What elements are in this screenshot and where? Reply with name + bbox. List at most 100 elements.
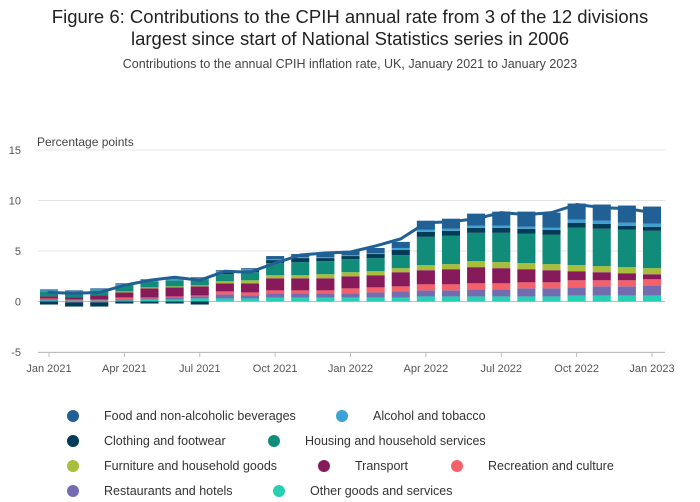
bar-segment	[215, 281, 234, 284]
bar-segment	[291, 262, 310, 276]
bar-segment	[316, 290, 335, 294]
bar-segment	[140, 299, 159, 302]
bar-segment	[441, 228, 461, 231]
y-axis-label: Percentage points	[37, 135, 134, 149]
bar-segment	[492, 232, 511, 263]
bar-segment	[517, 288, 536, 297]
bar-segment	[592, 228, 611, 267]
bar-segment	[266, 278, 285, 291]
legend-swatch	[451, 459, 463, 472]
bar-segment	[266, 275, 285, 279]
bar-segment	[391, 272, 410, 287]
bar-segment	[341, 288, 360, 294]
legend-item: Restaurants and hotels	[67, 484, 233, 498]
bar-segment	[567, 227, 586, 266]
bar-segment	[240, 272, 260, 281]
legend-swatch	[273, 484, 285, 497]
bar-segment	[240, 298, 260, 302]
bar-segment	[115, 300, 134, 302]
bar-segment	[90, 300, 109, 302]
bar-segment	[291, 278, 310, 291]
bar-segment	[391, 241, 410, 248]
bar-segment	[291, 257, 310, 259]
bar-segment	[617, 222, 636, 226]
bar-segment	[341, 276, 360, 289]
bar-segment	[467, 296, 486, 302]
bar-segment	[39, 299, 59, 301]
bar-segment	[140, 287, 159, 289]
bar-segment	[366, 254, 385, 259]
bar-segment	[567, 219, 586, 223]
bar-segment	[492, 289, 511, 297]
bar-segment	[140, 298, 159, 300]
bar-segment	[542, 270, 561, 283]
bar-segment	[39, 298, 59, 300]
bar-segment	[366, 247, 385, 254]
chart-title-line1: Figure 6: Contributions to the CPIH annu…	[51, 6, 649, 27]
bar-segment	[592, 295, 611, 302]
bar-segment	[190, 277, 209, 279]
bar-segment	[467, 225, 486, 228]
bar-segment	[90, 288, 109, 290]
bar-segment	[366, 275, 385, 288]
bar-segment	[240, 283, 260, 293]
bar-segment	[190, 298, 209, 302]
bar-segment	[391, 291, 410, 298]
x-tick-label: Apr 2021	[102, 363, 147, 375]
legend-label: Transport	[355, 459, 409, 473]
bar-segment	[366, 258, 385, 272]
bar-segment	[642, 223, 662, 227]
x-tick-label: Oct 2021	[253, 363, 298, 375]
bar-segment	[190, 301, 209, 305]
legend-item: Other goods and services	[273, 484, 452, 498]
bar-segment	[341, 272, 360, 277]
bar-segment	[190, 279, 209, 286]
bar-segment	[441, 235, 461, 265]
bar-segment	[366, 253, 385, 255]
bar-segment	[90, 295, 109, 300]
x-tick-label: Jan 2021	[26, 363, 71, 375]
bar-segment	[542, 264, 561, 271]
bar-segment	[115, 291, 134, 293]
bar-segment	[492, 283, 511, 290]
bar-segment	[592, 272, 611, 281]
bar-segment	[90, 289, 109, 291]
bar-segment	[542, 288, 561, 297]
bar-segment	[567, 295, 586, 302]
legend-item: Furniture and household goods	[67, 459, 277, 473]
legend-item: Food and non-alcoholic beverages	[67, 409, 296, 423]
legend-label: Furniture and household goods	[104, 459, 278, 473]
bar-segment	[65, 300, 84, 302]
bar-segment	[391, 268, 410, 273]
bar-segment	[316, 257, 335, 259]
bar-segment	[592, 220, 611, 224]
bar-segment	[39, 301, 59, 305]
bar-segment	[316, 297, 335, 302]
legend-swatch	[336, 409, 348, 422]
bar-segment	[165, 278, 184, 280]
legend-item: Clothing and footwear	[67, 434, 226, 448]
bar-segment	[542, 212, 561, 228]
bar-segment	[165, 286, 184, 288]
bar-segment	[90, 299, 109, 301]
x-tick-label: Jul 2021	[179, 363, 221, 375]
bar-segment	[642, 268, 662, 275]
bar-segment	[39, 296, 59, 299]
bar-segment	[240, 292, 260, 296]
bar-segment	[467, 227, 486, 233]
bar-segment	[567, 222, 586, 228]
bar-segment	[165, 280, 184, 287]
bar-segment	[115, 297, 134, 300]
bar-segment	[391, 247, 410, 250]
bar-segment	[542, 282, 561, 289]
bar-segment	[592, 266, 611, 273]
bar-segment	[517, 269, 536, 283]
bar-segment	[115, 299, 134, 301]
bar-segment	[215, 294, 234, 299]
legend-label: Other goods and services	[310, 484, 453, 498]
bar-segment	[441, 290, 461, 297]
bar-segment	[266, 290, 285, 294]
bar-segment	[642, 295, 662, 302]
legend-item: Recreation and culture	[451, 459, 614, 473]
